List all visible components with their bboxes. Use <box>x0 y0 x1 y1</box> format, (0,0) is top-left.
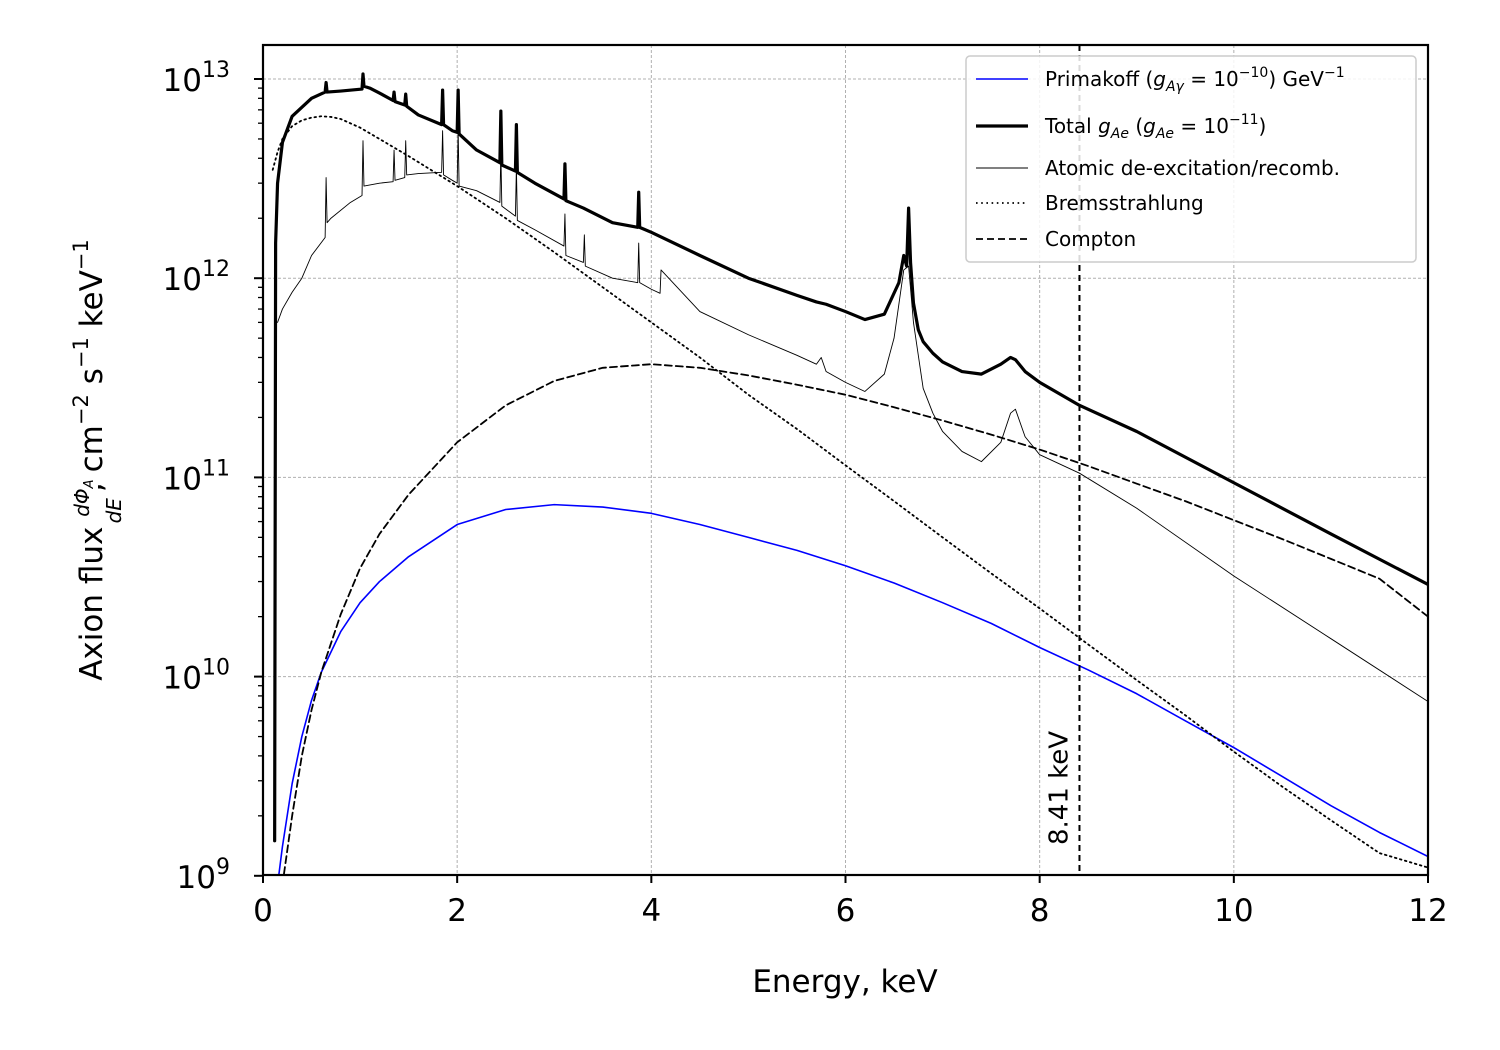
legend-label-brems: Bremsstrahlung <box>1045 191 1204 215</box>
legend-label-compton: Compton <box>1045 227 1136 251</box>
series-total-line <box>273 72 1428 843</box>
y-axis-label: Axion flux dΦAdE, cm−2 s−1 keV−1 <box>69 239 126 681</box>
legend-box <box>965 55 1417 263</box>
y-tick-label: 1012 <box>163 257 230 298</box>
series-compton-line <box>282 363 1428 875</box>
x-tick-label: 6 <box>836 893 856 929</box>
series-atomic-line <box>277 130 1428 702</box>
legend-label-atomic: Atomic de-excitation/recomb. <box>1045 156 1340 180</box>
y-tick-label: 1011 <box>163 456 230 497</box>
legend-label-total: Total gAe (gAe = 10−11) <box>1044 112 1266 142</box>
legend-label-primakoff: Primakoff (gAγ = 10−10) GeV−1 <box>1045 65 1345 95</box>
threshold-label: 8.41 keV <box>1044 731 1074 845</box>
x-tick-label: 4 <box>641 893 661 929</box>
x-tick-label: 0 <box>253 893 273 929</box>
series-brems-line <box>271 115 1428 869</box>
x-tick-label: 8 <box>1030 893 1050 929</box>
x-tick-label: 2 <box>447 893 467 929</box>
series-group <box>271 72 1428 875</box>
x-axis-label: Energy, keV <box>752 964 937 1000</box>
x-tick-label: 12 <box>1408 893 1447 929</box>
y-axis-label-text: Axion flux dΦAdE, cm−2 s−1 keV−1 <box>69 239 126 681</box>
y-tick-label: 1010 <box>163 656 230 697</box>
y-tick-label: 1013 <box>163 58 230 99</box>
legend: Primakoff (gAγ = 10−10) GeV−1 Total gAe (… <box>965 55 1417 263</box>
y-tick-label: 109 <box>177 855 230 896</box>
x-tick-label: 10 <box>1214 893 1253 929</box>
